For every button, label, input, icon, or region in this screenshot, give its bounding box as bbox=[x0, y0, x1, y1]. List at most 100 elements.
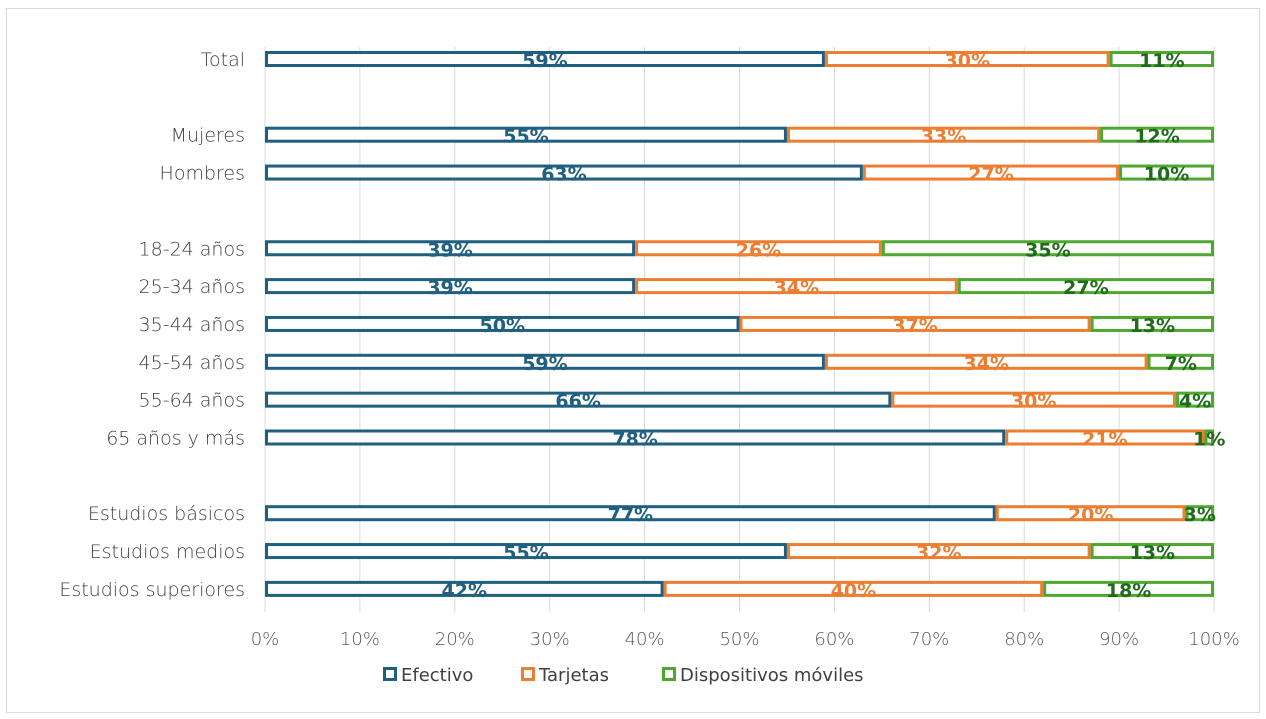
data-label: 40% bbox=[831, 580, 876, 602]
data-label: 50% bbox=[480, 315, 525, 337]
category-label: 65 años y más bbox=[106, 428, 245, 450]
bar-segment bbox=[739, 315, 1091, 332]
category-label: Estudios básicos bbox=[88, 503, 245, 525]
data-label: 32% bbox=[916, 542, 961, 564]
legend-swatch bbox=[521, 667, 535, 681]
bar-segment bbox=[786, 126, 1101, 143]
data-label: 42% bbox=[442, 580, 487, 602]
data-label: 18% bbox=[1106, 580, 1151, 602]
x-tick-label: 50% bbox=[719, 629, 759, 650]
bar-segment bbox=[1043, 580, 1215, 597]
data-label: 30% bbox=[945, 50, 990, 72]
category-label: Estudios medios bbox=[90, 541, 245, 563]
x-tick-label: 90% bbox=[1099, 629, 1139, 650]
bar-segment bbox=[663, 580, 1044, 597]
bar-segment bbox=[824, 51, 1110, 67]
data-label: 34% bbox=[774, 277, 819, 299]
data-label: 13% bbox=[1130, 542, 1175, 564]
x-tick-label: 60% bbox=[814, 629, 854, 650]
bar-segment bbox=[957, 278, 1215, 295]
data-label: 59% bbox=[522, 50, 567, 72]
x-tick-label: 0% bbox=[251, 629, 280, 650]
category-label: 45-54 años bbox=[139, 352, 245, 374]
x-tick-label: 20% bbox=[435, 629, 475, 650]
data-label: 34% bbox=[963, 353, 1008, 375]
bar-segment bbox=[1005, 429, 1205, 446]
data-label: 37% bbox=[892, 315, 937, 337]
data-label: 3% bbox=[1184, 504, 1216, 526]
bar-segment bbox=[891, 391, 1177, 408]
data-label: 33% bbox=[921, 126, 966, 148]
x-tick-label: 70% bbox=[909, 629, 949, 650]
category-label: 35-44 años bbox=[139, 314, 245, 336]
data-label: 78% bbox=[612, 429, 657, 451]
bar-segment bbox=[862, 164, 1120, 181]
data-label: 27% bbox=[968, 164, 1013, 186]
bar-segment bbox=[1204, 429, 1215, 446]
data-label: 39% bbox=[427, 277, 472, 299]
bar-segment bbox=[265, 51, 825, 67]
data-label: 63% bbox=[541, 164, 586, 186]
x-tick-label: 10% bbox=[340, 629, 380, 650]
data-label: 21% bbox=[1082, 429, 1127, 451]
bar-segment bbox=[265, 580, 664, 597]
bar-segment bbox=[265, 278, 636, 295]
bar-segment bbox=[265, 543, 787, 560]
legend-label: Tarjetas bbox=[538, 665, 609, 686]
category-label: Hombres bbox=[160, 163, 245, 185]
legend-swatch bbox=[662, 667, 676, 681]
data-label: 26% bbox=[736, 239, 781, 261]
data-label: 10% bbox=[1144, 164, 1189, 186]
legend-label: Efectivo bbox=[401, 665, 473, 686]
data-label: 55% bbox=[503, 126, 548, 148]
data-label: 35% bbox=[1025, 239, 1070, 261]
bar-segment bbox=[786, 543, 1091, 560]
data-label: 55% bbox=[503, 542, 548, 564]
bar-segment bbox=[635, 240, 882, 257]
category-label: 55-64 años bbox=[139, 390, 245, 412]
bar-segment bbox=[1109, 51, 1214, 67]
category-label: Total bbox=[201, 49, 245, 71]
data-label: 12% bbox=[1134, 126, 1179, 148]
bar-segment bbox=[881, 240, 1214, 257]
data-label: 39% bbox=[427, 239, 472, 261]
bar-segment bbox=[265, 505, 996, 522]
bar-segment bbox=[824, 353, 1148, 370]
data-label: 27% bbox=[1063, 277, 1108, 299]
bar-segment bbox=[265, 429, 1006, 446]
data-label: 1% bbox=[1193, 429, 1225, 451]
bar-segment bbox=[265, 315, 740, 332]
data-label: 59% bbox=[522, 353, 567, 375]
legend-swatch bbox=[383, 667, 397, 681]
bar-segment bbox=[265, 126, 787, 143]
x-tick-label: 100% bbox=[1188, 629, 1239, 650]
bar-segment bbox=[1119, 164, 1214, 181]
bar-segment bbox=[265, 353, 825, 370]
x-tick-label: 40% bbox=[625, 629, 665, 650]
bar-segment bbox=[265, 240, 636, 257]
data-label: 30% bbox=[1011, 391, 1056, 413]
bar-segment bbox=[1090, 543, 1215, 560]
bar-segment bbox=[1090, 315, 1215, 332]
bar-segment bbox=[1147, 353, 1214, 370]
data-label: 7% bbox=[1165, 353, 1197, 375]
data-label: 4% bbox=[1179, 391, 1211, 413]
bar-segment bbox=[635, 278, 958, 295]
data-label: 77% bbox=[608, 504, 653, 526]
category-label: 18-24 años bbox=[139, 238, 245, 260]
bar-segment bbox=[1176, 391, 1215, 408]
data-label: 11% bbox=[1139, 50, 1184, 72]
bar-segment bbox=[995, 505, 1186, 522]
bar-segment bbox=[1185, 505, 1215, 522]
category-label: Mujeres bbox=[171, 125, 245, 147]
stacked-bar-chart: 0% 10% 20% 30% 40% 50% 60% 70% 80% 90% 100% Total 59… bbox=[59, 47, 1240, 686]
x-tick-label: 80% bbox=[1004, 629, 1044, 650]
chart-frame: 0% 10% 20% 30% 40% 50% 60% 70% 80% 90% 100% Total 59… bbox=[6, 8, 1260, 713]
bar-segment bbox=[265, 164, 863, 181]
legend-label: Dispositivos móviles bbox=[680, 665, 864, 686]
category-label: 25-34 años bbox=[139, 276, 245, 298]
x-tick-label: 30% bbox=[530, 629, 570, 650]
data-label: 20% bbox=[1068, 504, 1113, 526]
category-label: Estudios superiores bbox=[59, 579, 245, 601]
data-label: 66% bbox=[555, 391, 600, 413]
